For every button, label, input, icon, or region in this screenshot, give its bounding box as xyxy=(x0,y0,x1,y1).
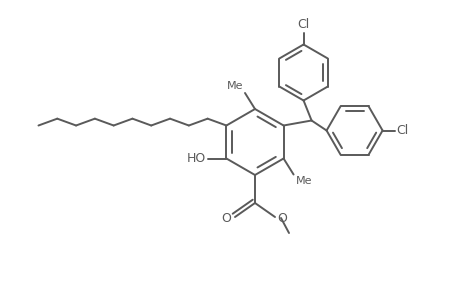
Text: Cl: Cl xyxy=(297,17,309,31)
Text: O: O xyxy=(276,212,286,224)
Text: HO: HO xyxy=(187,152,206,165)
Text: Cl: Cl xyxy=(396,124,408,137)
Text: Me: Me xyxy=(295,176,311,187)
Text: O: O xyxy=(221,212,230,226)
Text: Me: Me xyxy=(226,81,242,91)
